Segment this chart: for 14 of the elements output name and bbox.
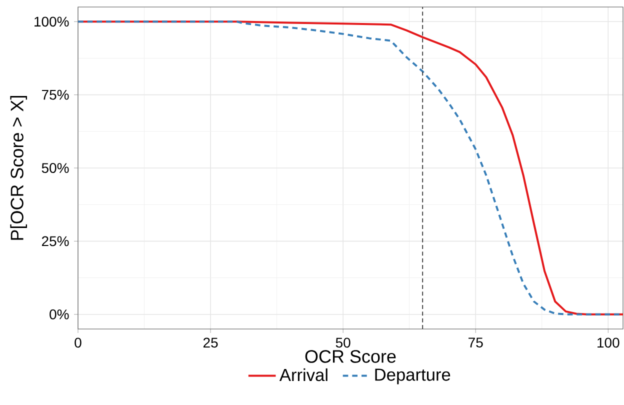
y-axis-title: P[OCR Score > X] bbox=[10, 96, 28, 240]
x-tick-label: 0 bbox=[74, 338, 82, 348]
y-tick-label: 25% bbox=[42, 236, 69, 246]
y-tick-label: 50% bbox=[42, 163, 69, 173]
y-tick-label: 0% bbox=[50, 309, 69, 320]
x-tick-label: 75 bbox=[468, 338, 483, 348]
legend-label: Departure bbox=[375, 368, 450, 384]
x-tick-label: 25 bbox=[203, 338, 218, 348]
y-tick-label: 75% bbox=[42, 90, 69, 100]
legend-label: Arrival bbox=[279, 368, 328, 382]
x-axis-title: OCR Score bbox=[305, 350, 396, 363]
x-tick-label: 50 bbox=[336, 338, 350, 348]
y-tick-label: 100% bbox=[34, 16, 69, 27]
x-tick-label: 100 bbox=[598, 338, 620, 348]
